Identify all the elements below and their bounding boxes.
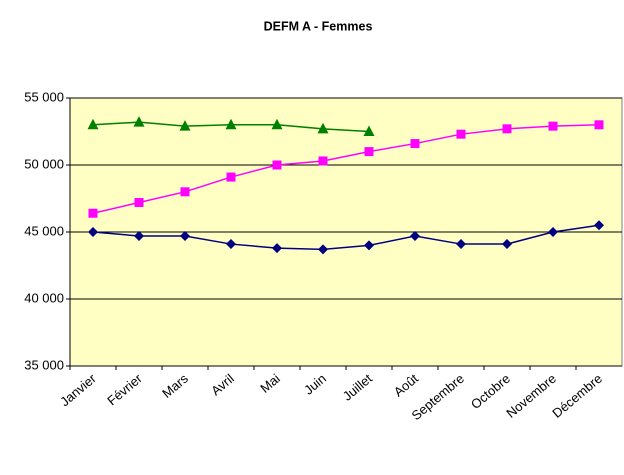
y-tick-label: 50 000: [24, 156, 64, 171]
marker: [456, 129, 466, 139]
marker: [594, 220, 604, 231]
marker: [502, 239, 512, 250]
marker: [133, 116, 145, 127]
x-tick-label: Août: [391, 371, 421, 400]
marker: [548, 227, 558, 237]
marker: [410, 139, 420, 149]
marker: [180, 187, 190, 197]
series-line: [92, 124, 600, 214]
marker: [318, 156, 328, 166]
marker: [88, 208, 98, 218]
marker: [88, 227, 98, 237]
x-tick-label: Janvier: [57, 370, 99, 409]
marker: [272, 160, 282, 170]
y-tick-label: 45 000: [24, 223, 64, 238]
y-tick-label: 40 000: [24, 290, 64, 305]
marker: [410, 231, 420, 242]
x-tick-label: Avril: [208, 371, 237, 399]
marker: [180, 231, 190, 242]
marker: [548, 121, 558, 131]
marker: [226, 239, 236, 250]
marker: [134, 198, 144, 208]
marker: [271, 118, 283, 130]
marker: [134, 231, 144, 242]
marker: [226, 172, 236, 182]
series-line: [92, 224, 600, 251]
marker: [225, 118, 237, 130]
marker: [317, 122, 329, 134]
x-tick-label: Mai: [257, 371, 283, 396]
marker: [363, 125, 375, 136]
marker: [364, 240, 374, 251]
y-tick-label: 55 000: [24, 89, 64, 104]
marker: [87, 118, 99, 130]
marker: [318, 244, 328, 255]
x-tick-label: Février: [104, 370, 145, 408]
x-tick-label: Décembre: [549, 371, 605, 421]
y-tick-label: 35 000: [24, 357, 64, 372]
x-tick-label: Mars: [159, 370, 191, 400]
chart-title: DEFM A - Femmes: [264, 19, 373, 33]
x-tick-label: Juin: [301, 371, 329, 398]
marker: [594, 120, 604, 130]
marker: [272, 243, 282, 254]
marker: [456, 239, 466, 250]
x-tick-label: Novembre: [503, 371, 559, 421]
marker: [502, 124, 512, 134]
marker: [179, 120, 191, 131]
marker: [364, 147, 374, 157]
x-tick-label: Juillet: [340, 371, 375, 404]
